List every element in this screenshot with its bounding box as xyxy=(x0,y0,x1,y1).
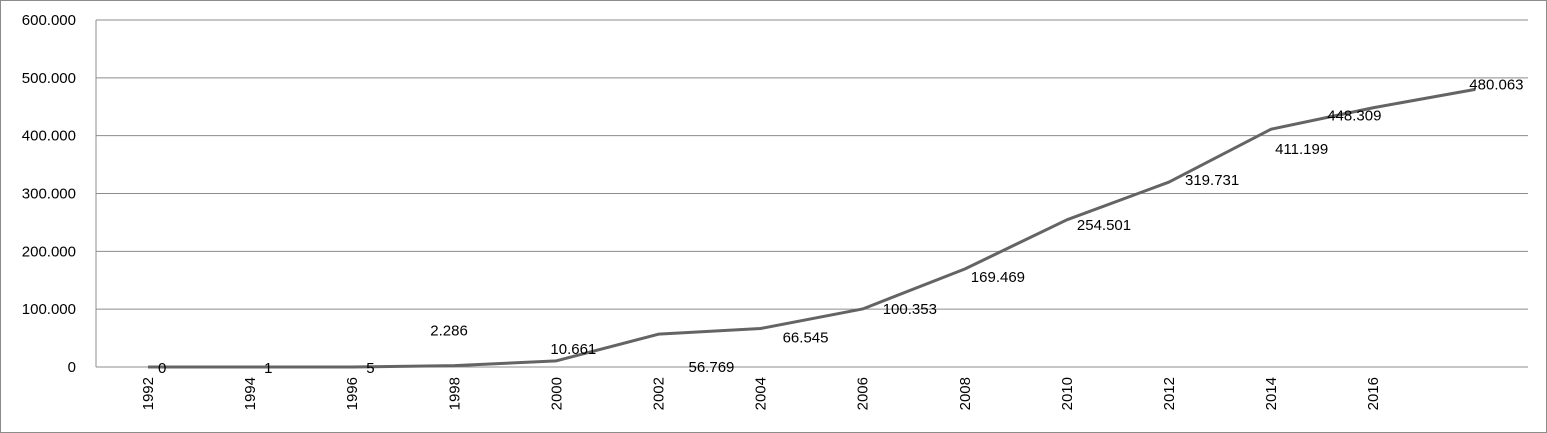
y-axis: 0 100.000 200.000 300.000 400.000 500.000 600.… xyxy=(22,12,97,376)
x-tick-label: 2002 xyxy=(651,377,668,410)
x-axis: 1992 1994 1996 1998 2000 2002 2004 2006 2008 2010… xyxy=(140,377,1382,410)
series-line xyxy=(147,87,1476,369)
x-tick-label: 1994 xyxy=(242,377,259,410)
x-tick-label: 2014 xyxy=(1263,377,1280,410)
data-label: 254.501 xyxy=(1077,217,1131,234)
data-label: 448.309 xyxy=(1327,108,1381,125)
y-tick-label: 0 xyxy=(68,359,76,376)
x-tick-label: 2008 xyxy=(957,377,974,410)
y-tick-label: 300.000 xyxy=(22,186,76,203)
data-label: 1 xyxy=(264,360,272,377)
x-tick-label: 1992 xyxy=(140,377,157,410)
data-label: 319.731 xyxy=(1185,172,1239,189)
y-tick-label: 200.000 xyxy=(22,243,76,260)
y-tick-label: 400.000 xyxy=(22,128,76,145)
x-tick-label: 2016 xyxy=(1365,377,1382,410)
x-tick-label: 1998 xyxy=(446,377,463,410)
y-tick-label: 500.000 xyxy=(22,70,76,87)
data-label: 10.661 xyxy=(550,341,596,358)
data-label: 66.545 xyxy=(783,330,829,347)
x-tick-label: 2010 xyxy=(1059,377,1076,410)
data-labels: 0 1 5 2.286 10.661 56.769 66.545 100.353 169.469… xyxy=(158,76,1524,377)
x-tick-label: 2004 xyxy=(753,377,770,410)
y-tick-label: 600.000 xyxy=(22,12,76,29)
data-label: 480.063 xyxy=(1469,76,1523,93)
y-tick-label: 100.000 xyxy=(22,301,76,318)
x-tick-label: 1996 xyxy=(344,377,361,410)
data-label: 411.199 xyxy=(1275,141,1328,158)
data-label: 100.353 xyxy=(883,301,937,318)
data-label: 5 xyxy=(366,360,374,377)
series xyxy=(147,87,1476,369)
x-tick-label: 2000 xyxy=(548,377,565,410)
gridlines xyxy=(96,19,1528,368)
x-tick-label: 2006 xyxy=(855,377,872,410)
data-label: 169.469 xyxy=(971,269,1025,286)
data-label: 56.769 xyxy=(689,359,735,376)
data-label: 2.286 xyxy=(430,323,468,340)
data-label: 0 xyxy=(158,360,166,377)
x-tick-label: 2012 xyxy=(1161,377,1178,410)
